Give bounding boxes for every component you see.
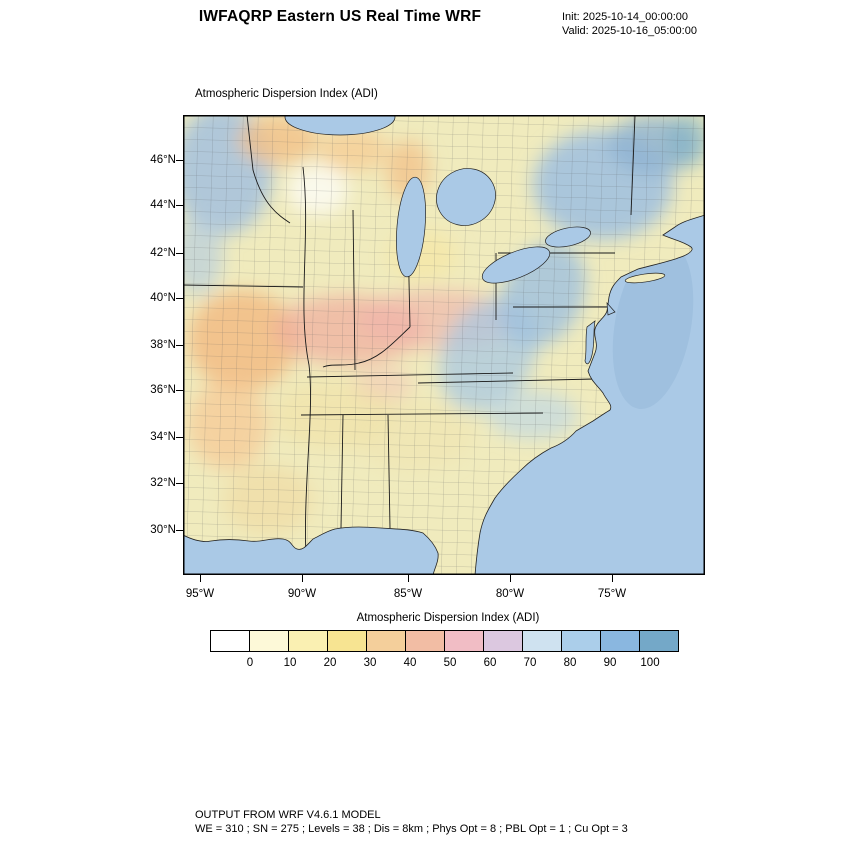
footer-config-line: WE = 310 ; SN = 275 ; Levels = 38 ; Dis … (195, 823, 628, 835)
colorbar-cell (444, 630, 484, 652)
colorbar-tick-80: 80 (563, 657, 577, 669)
lon-label-85w: 85°W (393, 588, 423, 600)
colorbar-cell (639, 630, 679, 652)
colorbar-tick-60: 60 (483, 657, 497, 669)
colorbar-tick-100: 100 (640, 657, 660, 669)
init-time: Init: 2025-10-14_00:00:00 (562, 11, 688, 23)
lat-label-40n: 40°N (150, 292, 176, 304)
colorbar-tick-90: 90 (603, 657, 617, 669)
colorbar-tick-10: 10 (283, 657, 297, 669)
lon-tick-mark (612, 575, 613, 582)
colorbar-cell (561, 630, 601, 652)
map-plot (183, 115, 705, 575)
lat-tick-mark (176, 437, 183, 438)
lat-tick-mark (176, 390, 183, 391)
colorbar-title: Atmospheric Dispersion Index (ADI) (356, 612, 540, 624)
lon-tick-mark (302, 575, 303, 582)
colorbar-tick-70: 70 (523, 657, 537, 669)
lat-tick-mark (176, 345, 183, 346)
colorbar-cell (405, 630, 445, 652)
colorbar (210, 630, 679, 652)
colorbar-cell (600, 630, 640, 652)
valid-time: Valid: 2025-10-16_05:00:00 (562, 25, 697, 37)
colorbar-cell (327, 630, 367, 652)
lon-tick-mark (408, 575, 409, 582)
lat-tick-mark (176, 160, 183, 161)
colorbar-cell (249, 630, 289, 652)
lat-label-38n: 38°N (150, 339, 176, 351)
lat-tick-mark (176, 483, 183, 484)
lat-label-34n: 34°N (150, 431, 176, 443)
lat-tick-mark (176, 205, 183, 206)
map-frame (183, 115, 705, 575)
lat-tick-mark (176, 530, 183, 531)
page-title: IWFAQRP Eastern US Real Time WRF (198, 8, 482, 25)
long-island (624, 272, 666, 284)
lon-label-75w: 75°W (597, 588, 627, 600)
lat-label-44n: 44°N (150, 199, 176, 211)
lon-label-90w: 90°W (287, 588, 317, 600)
colorbar-tick-0: 0 (246, 657, 254, 669)
lat-label-32n: 32°N (150, 477, 176, 489)
colorbar-tick-30: 30 (363, 657, 377, 669)
great-lakes (284, 115, 616, 365)
lat-tick-mark (176, 298, 183, 299)
lat-label-36n: 36°N (150, 384, 176, 396)
lat-label-30n: 30°N (150, 524, 176, 536)
state-boundaries (183, 115, 636, 575)
colorbar-tick-40: 40 (403, 657, 417, 669)
lat-tick-mark (176, 253, 183, 254)
map-field-label: Atmospheric Dispersion Index (ADI) (195, 88, 378, 100)
colorbar-cell (210, 630, 250, 652)
colorbar-cell (288, 630, 328, 652)
colorbar-tick-20: 20 (323, 657, 337, 669)
lon-label-95w: 95°W (185, 588, 215, 600)
lon-tick-mark (200, 575, 201, 582)
colorbar-cell (483, 630, 523, 652)
lat-label-42n: 42°N (150, 247, 176, 259)
colorbar-cell (522, 630, 562, 652)
colorbar-tick-50: 50 (443, 657, 457, 669)
colorbar-cell (366, 630, 406, 652)
lon-label-80w: 80°W (495, 588, 525, 600)
footer-model-line: OUTPUT FROM WRF V4.6.1 MODEL (195, 809, 381, 821)
run-info: Init: 2025-10-14_00:00:00 Valid: 2025-10… (562, 10, 697, 38)
lon-tick-mark (510, 575, 511, 582)
lat-label-46n: 46°N (150, 154, 176, 166)
